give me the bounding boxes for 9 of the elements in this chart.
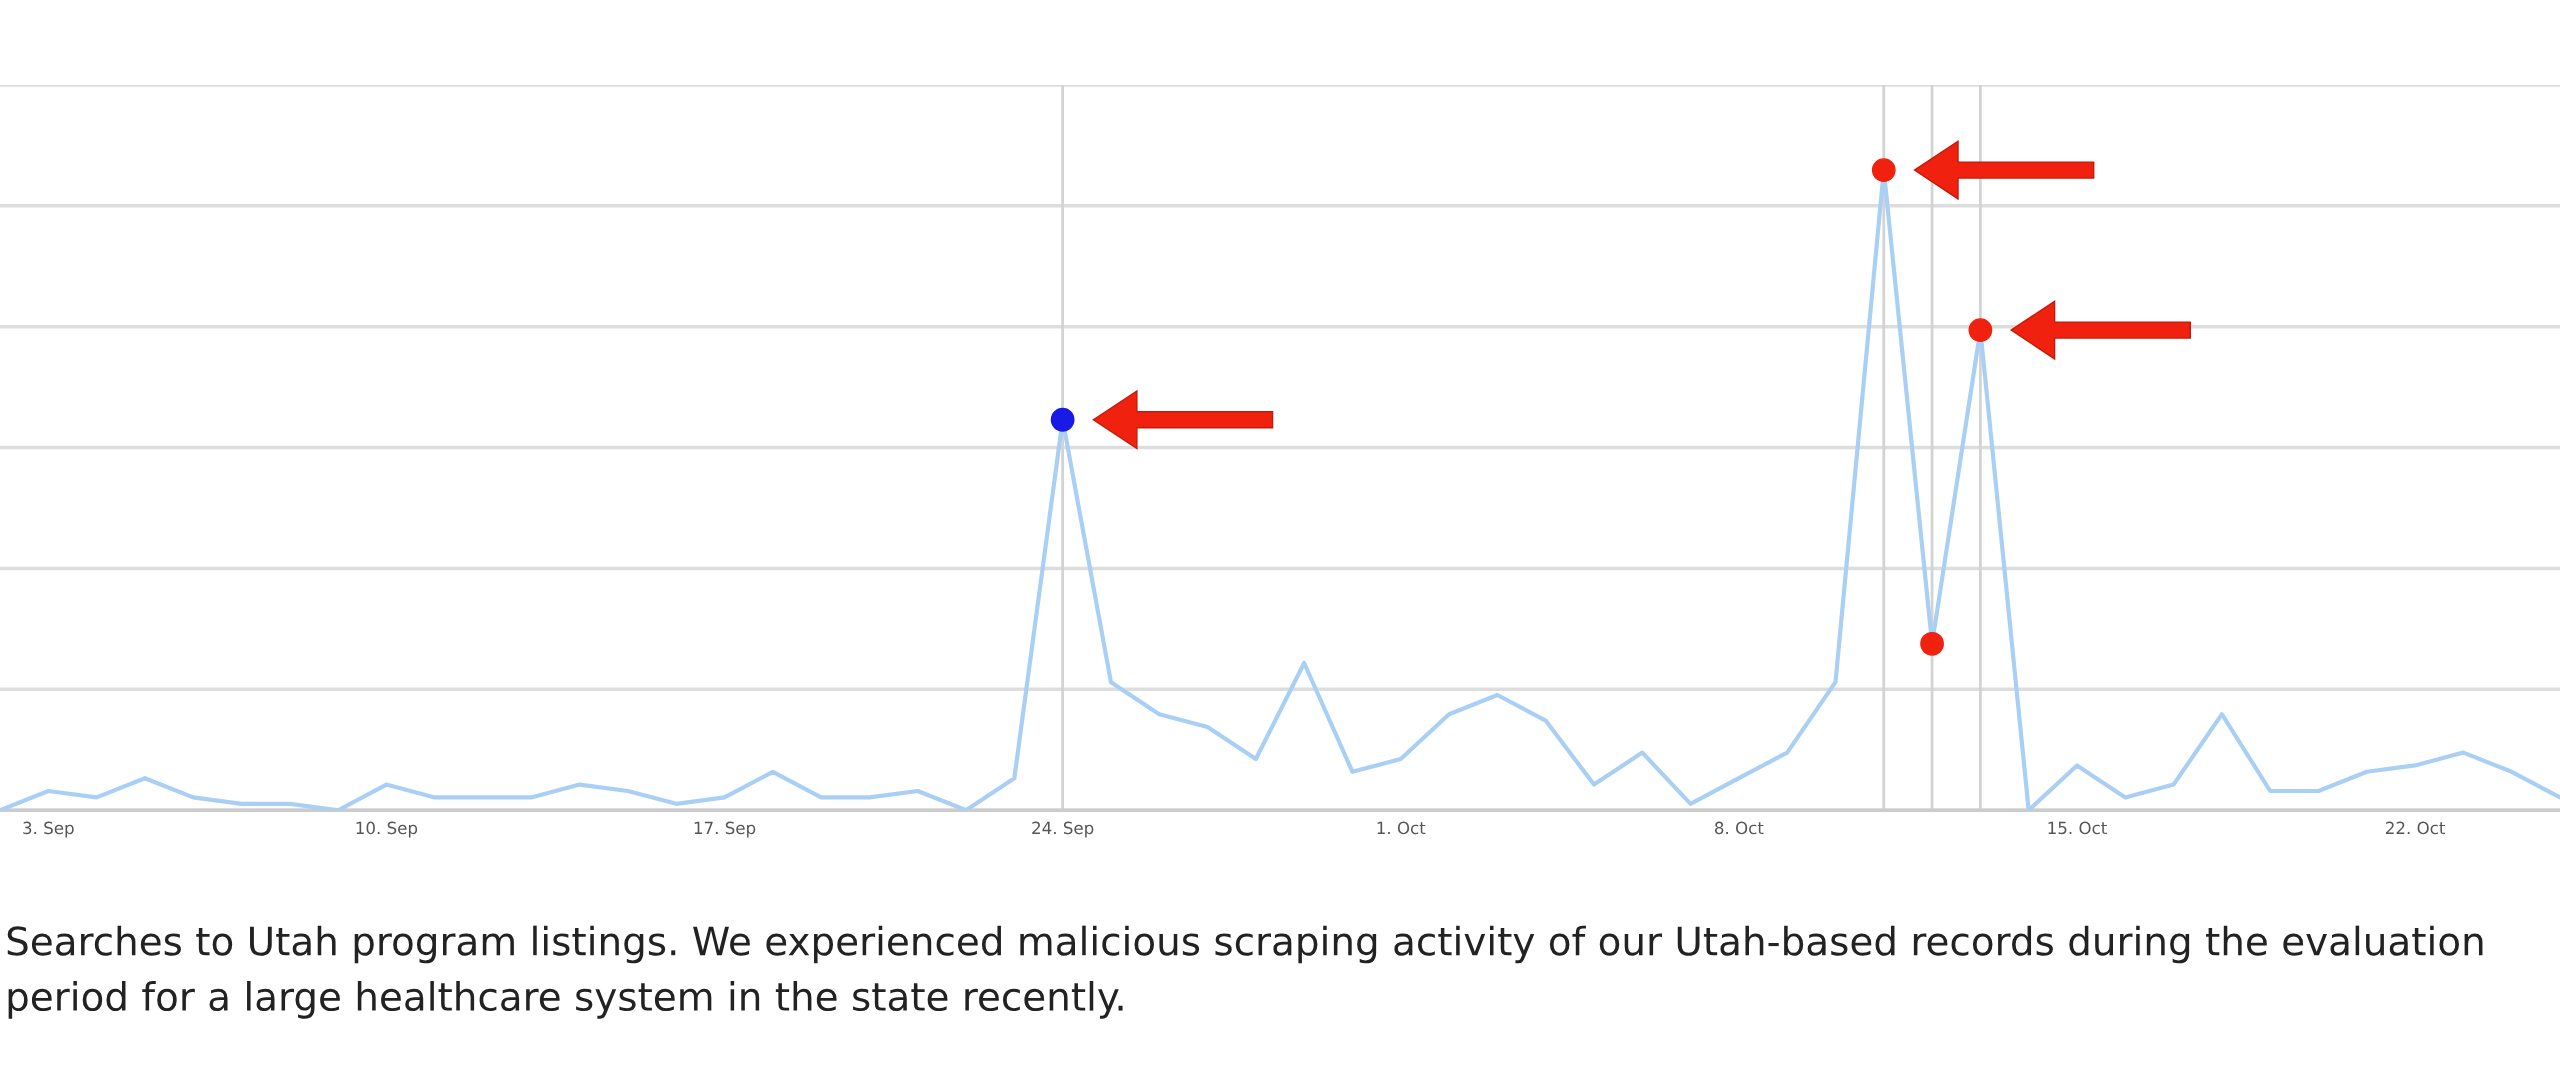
x-tick-label: 8. Oct	[1714, 821, 1764, 835]
x-tick-label: 1. Oct	[1377, 821, 1426, 835]
x-tick-label: 10. Sep	[356, 821, 418, 838]
x-tick-label: 15. Oct	[2048, 821, 2107, 835]
x-tick-label: 3. Sep	[23, 821, 74, 838]
text: Searches to Utah program listings. We experienced malicious scraping activity of our Utah-based records during the evaluation period for a large healthcare system in the state recently.	[7, 925, 2483, 1019]
x-tick-label: 24. Sep	[1032, 821, 1094, 838]
x-tick-label: 22. Oct	[2386, 821, 2446, 835]
x-tick-label: 17. Sep	[694, 821, 756, 838]
